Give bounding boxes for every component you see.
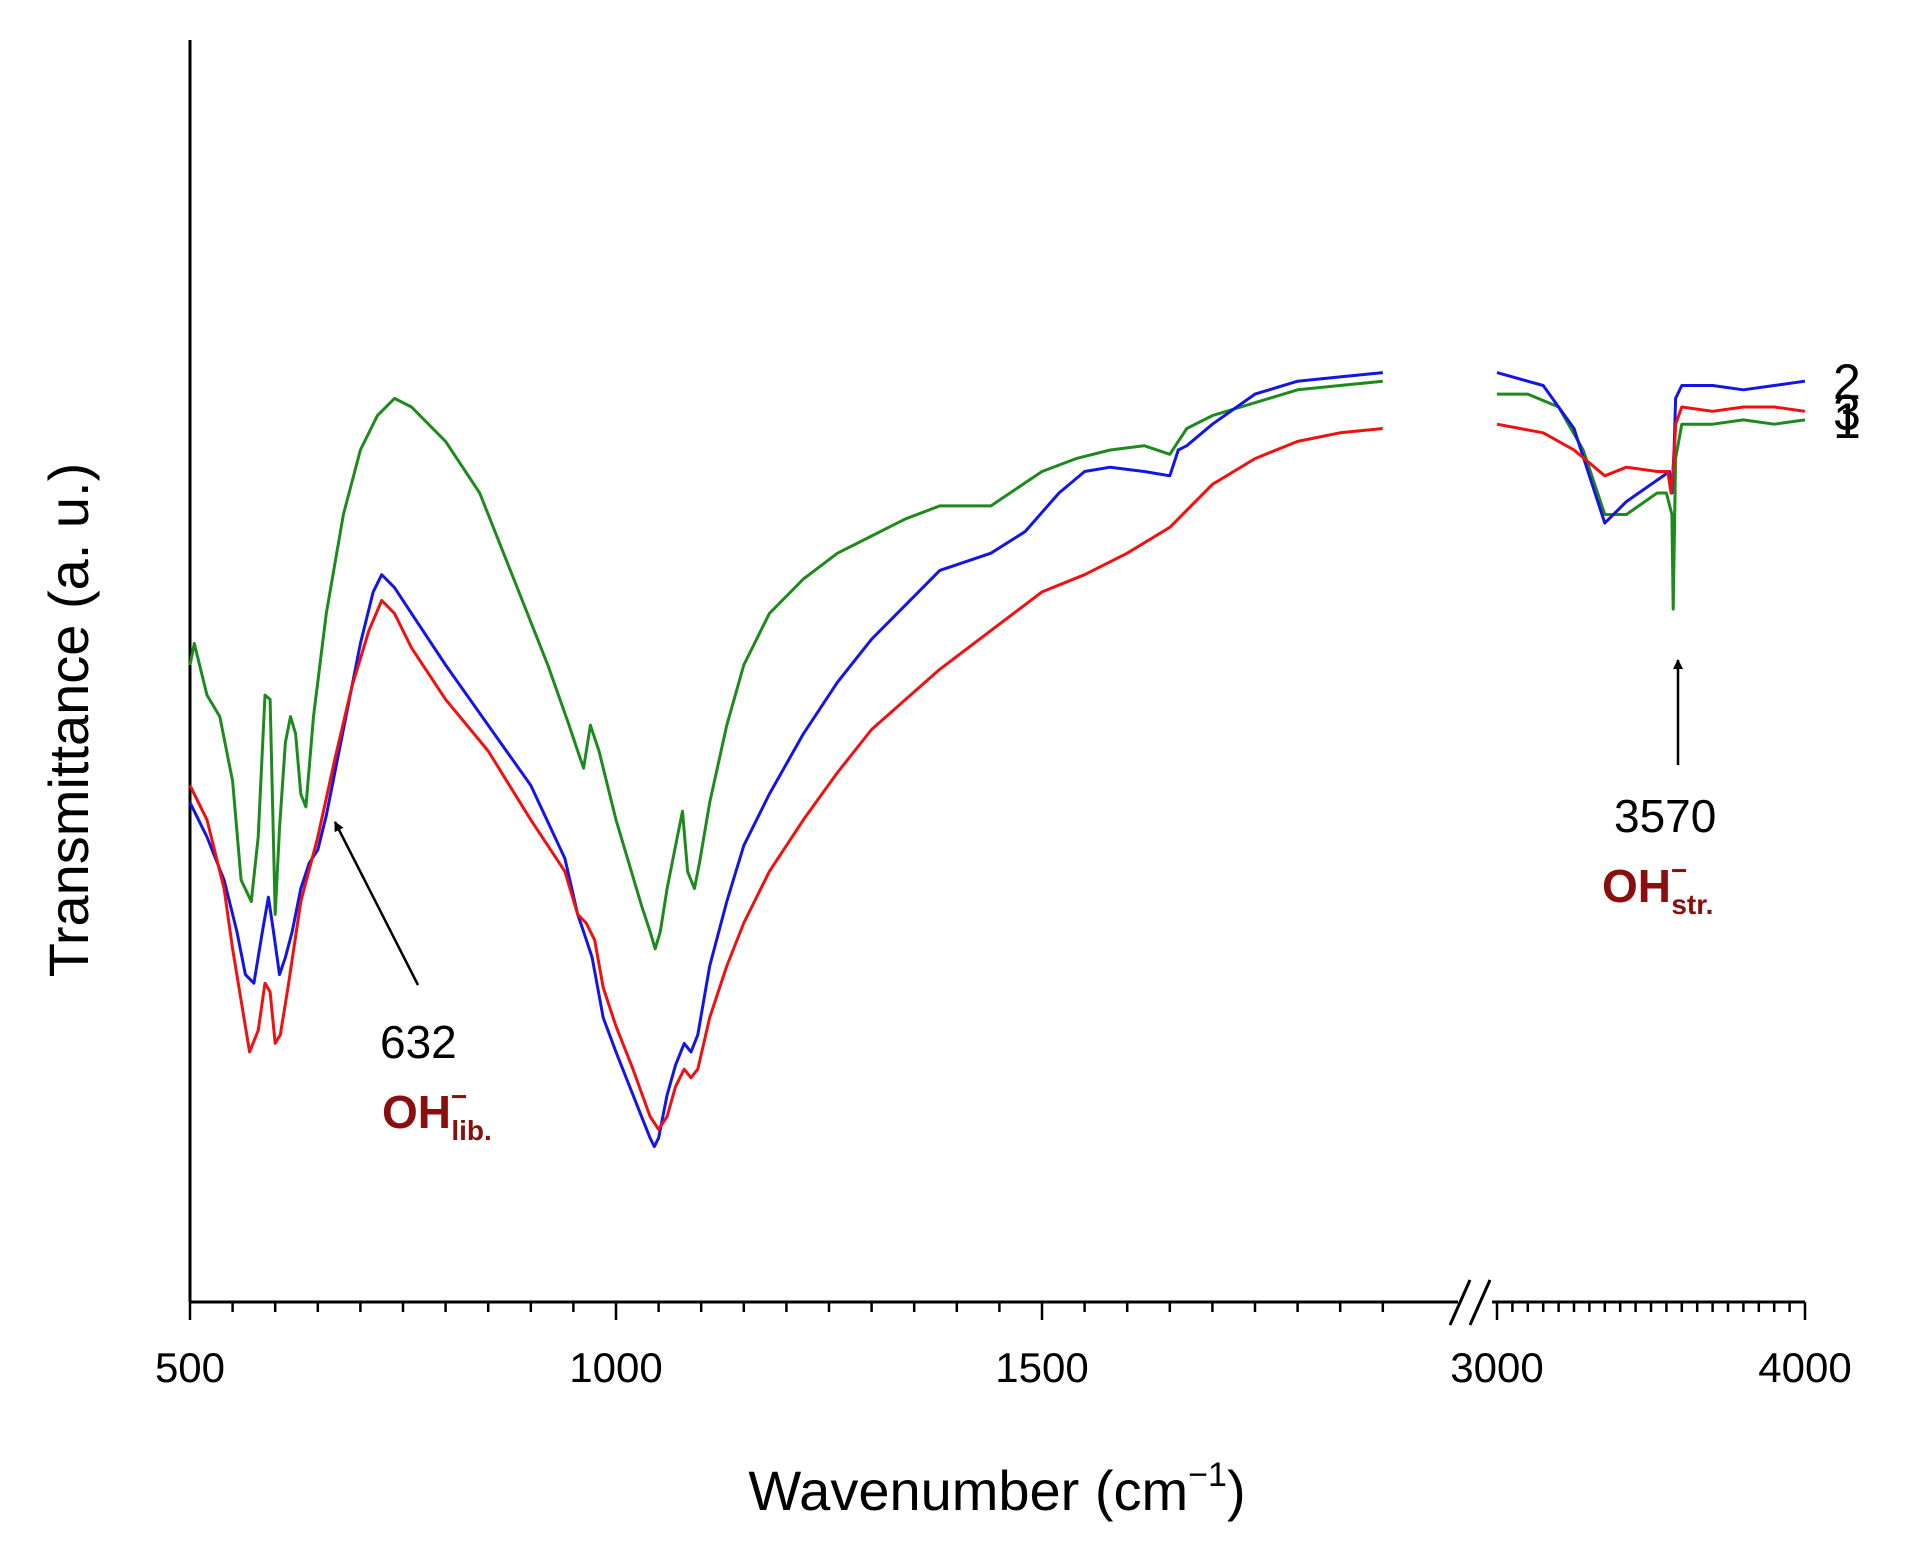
series-label-3: 3 bbox=[1833, 384, 1861, 440]
x-axis-ticks bbox=[188, 1302, 1807, 1320]
x-axis-tick-labels: 500 1000 1500 3000 4000 bbox=[155, 1344, 1852, 1391]
axis-break-marks bbox=[1448, 1279, 1492, 1326]
series-1-high-range-line bbox=[1497, 392, 1806, 611]
series-2-high-range-line bbox=[1496, 371, 1806, 525]
annotation-632: 632 OH− lib. bbox=[333, 821, 492, 1146]
x-tick-label-500: 500 bbox=[155, 1344, 225, 1391]
annotation-3570: 3570 OH− str. bbox=[1602, 659, 1716, 920]
annotation-632-arrow bbox=[333, 821, 420, 986]
annotation-3570-species: OH− str. bbox=[1602, 855, 1713, 920]
y-axis-title: Transmittance (a. u.) bbox=[37, 463, 100, 978]
series-3-low-range-line bbox=[188, 427, 1383, 1131]
spectra bbox=[188, 371, 1806, 1149]
series-label-1: 1 bbox=[1833, 393, 1861, 449]
series-labels: 123 bbox=[1833, 354, 1861, 449]
annotation-632-number: 632 bbox=[380, 1016, 457, 1068]
series-2-low-range-line bbox=[188, 371, 1383, 1149]
x-tick-label-1500: 1500 bbox=[995, 1344, 1088, 1391]
series-3-high-range-line bbox=[1496, 405, 1806, 495]
series-label-2: 2 bbox=[1833, 354, 1861, 410]
x-tick-label-3000: 3000 bbox=[1450, 1344, 1543, 1391]
x-axis-title: Wavenumber (cm−1) bbox=[748, 1456, 1245, 1522]
annotation-3570-number: 3570 bbox=[1614, 790, 1716, 842]
annotation-632-species: OH− lib. bbox=[382, 1081, 492, 1146]
x-tick-label-1000: 1000 bbox=[569, 1344, 662, 1391]
series-1-low-range-line bbox=[188, 379, 1383, 951]
x-tick-label-4000: 4000 bbox=[1758, 1344, 1851, 1391]
